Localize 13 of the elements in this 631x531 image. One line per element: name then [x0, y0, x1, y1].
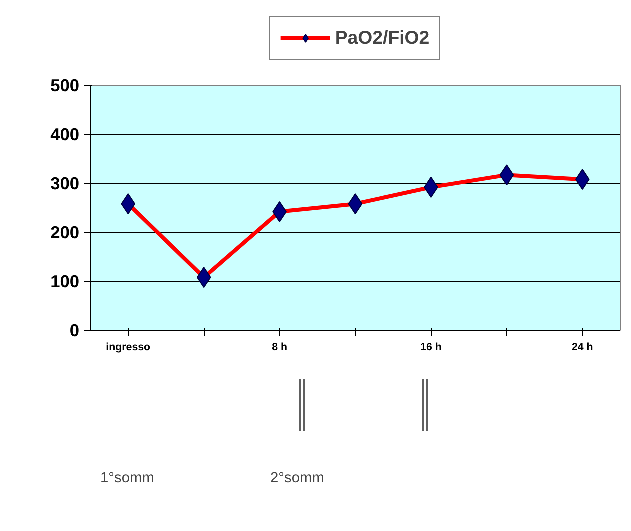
- x-tick-label: 8 h: [272, 342, 288, 354]
- y-tick-label: 200: [50, 222, 80, 242]
- x-tick-label: 24 h: [572, 342, 594, 354]
- y-tick-label: 500: [50, 76, 80, 96]
- y-tick-label: 300: [50, 174, 80, 194]
- y-tick-label: 100: [50, 272, 80, 292]
- y-tick-label: 400: [50, 124, 80, 144]
- text: 2°somm: [270, 470, 324, 486]
- x-tick-label: ingresso: [106, 342, 152, 354]
- legend-label: PaO2/FiO2: [335, 26, 430, 48]
- text: 1°somm: [100, 470, 154, 486]
- y-tick-label: 0: [70, 320, 80, 340]
- x-tick-label: 16 h: [420, 342, 442, 354]
